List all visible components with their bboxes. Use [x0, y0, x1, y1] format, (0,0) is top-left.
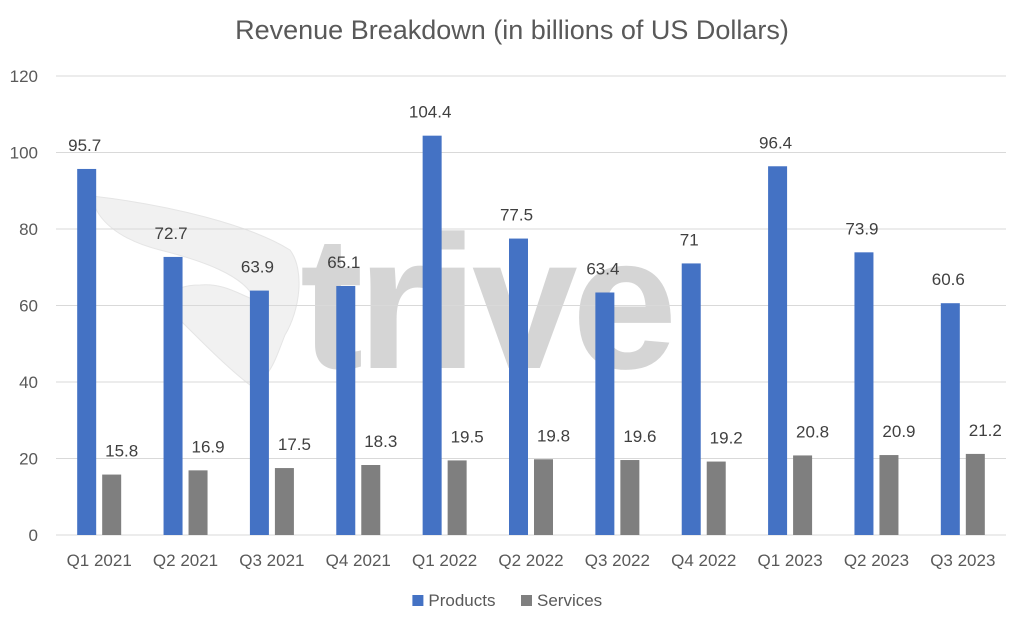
data-label-products: 71 [680, 230, 699, 249]
bar-services [706, 461, 726, 535]
data-label-services: 18.3 [364, 432, 397, 451]
bar-services [879, 455, 899, 535]
data-label-services: 21.2 [969, 421, 1002, 440]
y-tick-label: 60 [19, 297, 38, 316]
bars [77, 135, 985, 536]
x-tick-label: Q1 2021 [67, 551, 132, 570]
data-label-products: 96.4 [759, 133, 792, 152]
legend: Products Services [412, 591, 602, 610]
data-label-products: 65.1 [327, 253, 360, 272]
data-label-services: 20.9 [882, 422, 915, 441]
data-label-services: 19.5 [451, 427, 484, 446]
y-tick-label: 20 [19, 450, 38, 469]
data-label-services: 19.6 [623, 427, 656, 446]
bar-products [595, 292, 615, 535]
bar-services [188, 470, 208, 535]
x-tick-label: Q2 2022 [498, 551, 563, 570]
bar-services [793, 455, 813, 535]
y-tick-label: 40 [19, 373, 38, 392]
y-tick-label: 80 [19, 220, 38, 239]
gridlines [56, 75, 1006, 536]
x-tick-label: Q1 2023 [757, 551, 822, 570]
x-axis: Q1 2021 Q2 2021 Q3 2021 Q4 2021 Q1 2022 Q2 20… [67, 551, 996, 570]
data-label-services: 17.5 [278, 435, 311, 454]
x-tick-label: Q4 2021 [326, 551, 391, 570]
y-tick-label: 100 [10, 144, 38, 163]
bar-services [620, 460, 640, 535]
legend-label-services: Services [537, 591, 602, 610]
data-label-products: 72.7 [154, 224, 187, 243]
bar-products [509, 238, 528, 535]
legend-swatch-products [412, 595, 424, 606]
bar-services [361, 465, 381, 535]
data-label-services: 15.8 [105, 442, 138, 461]
bar-products [681, 263, 701, 535]
data-label-products: 63.9 [241, 258, 274, 277]
x-tick-label: Q3 2021 [239, 551, 304, 570]
bar-services [102, 474, 122, 535]
bar-services [965, 453, 985, 535]
x-tick-label: Q2 2023 [844, 551, 909, 570]
y-tick-label: 120 [10, 67, 38, 86]
x-tick-label: Q1 2022 [412, 551, 477, 570]
x-tick-label: Q4 2022 [671, 551, 736, 570]
data-label-services: 19.2 [710, 429, 743, 448]
data-label-products: 104.4 [409, 103, 452, 122]
data-label-services: 19.8 [537, 426, 570, 445]
bar-products [249, 290, 269, 535]
y-tick-label: 0 [29, 526, 38, 545]
x-tick-label: Q3 2022 [585, 551, 650, 570]
bar-services [447, 460, 467, 535]
bar-products [336, 285, 356, 535]
x-tick-label: Q3 2023 [930, 551, 995, 570]
bar-products [940, 303, 960, 535]
bar-products [77, 168, 97, 535]
data-label-services: 16.9 [191, 437, 224, 456]
watermark: trive [91, 195, 678, 409]
watermark-text: trive [300, 197, 672, 409]
x-tick-label: Q2 2021 [153, 551, 218, 570]
data-label-products: 63.4 [586, 259, 619, 278]
bar-products [768, 166, 788, 535]
chart-title: Revenue Breakdown (in billions of US Dol… [235, 15, 789, 45]
bar-services [534, 459, 553, 535]
watermark-logo-swoosh [91, 195, 300, 386]
data-label-products: 77.5 [500, 206, 533, 225]
y-axis: 0 20 40 60 80 100 120 [10, 67, 38, 545]
legend-swatch-services [521, 595, 532, 606]
data-labels: 95.7 15.8 72.7 16.9 63.9 17.5 65.1 18.3 104.4 19.… [68, 103, 1002, 461]
bar-products [422, 135, 442, 536]
data-label-products: 60.6 [932, 270, 965, 289]
data-label-products: 73.9 [845, 219, 878, 238]
data-label-services: 20.8 [796, 422, 829, 441]
bar-products [163, 256, 183, 535]
legend-label-products: Products [428, 591, 495, 610]
bar-products [854, 252, 874, 535]
bar-services [274, 468, 294, 535]
data-label-products: 95.7 [68, 136, 101, 155]
